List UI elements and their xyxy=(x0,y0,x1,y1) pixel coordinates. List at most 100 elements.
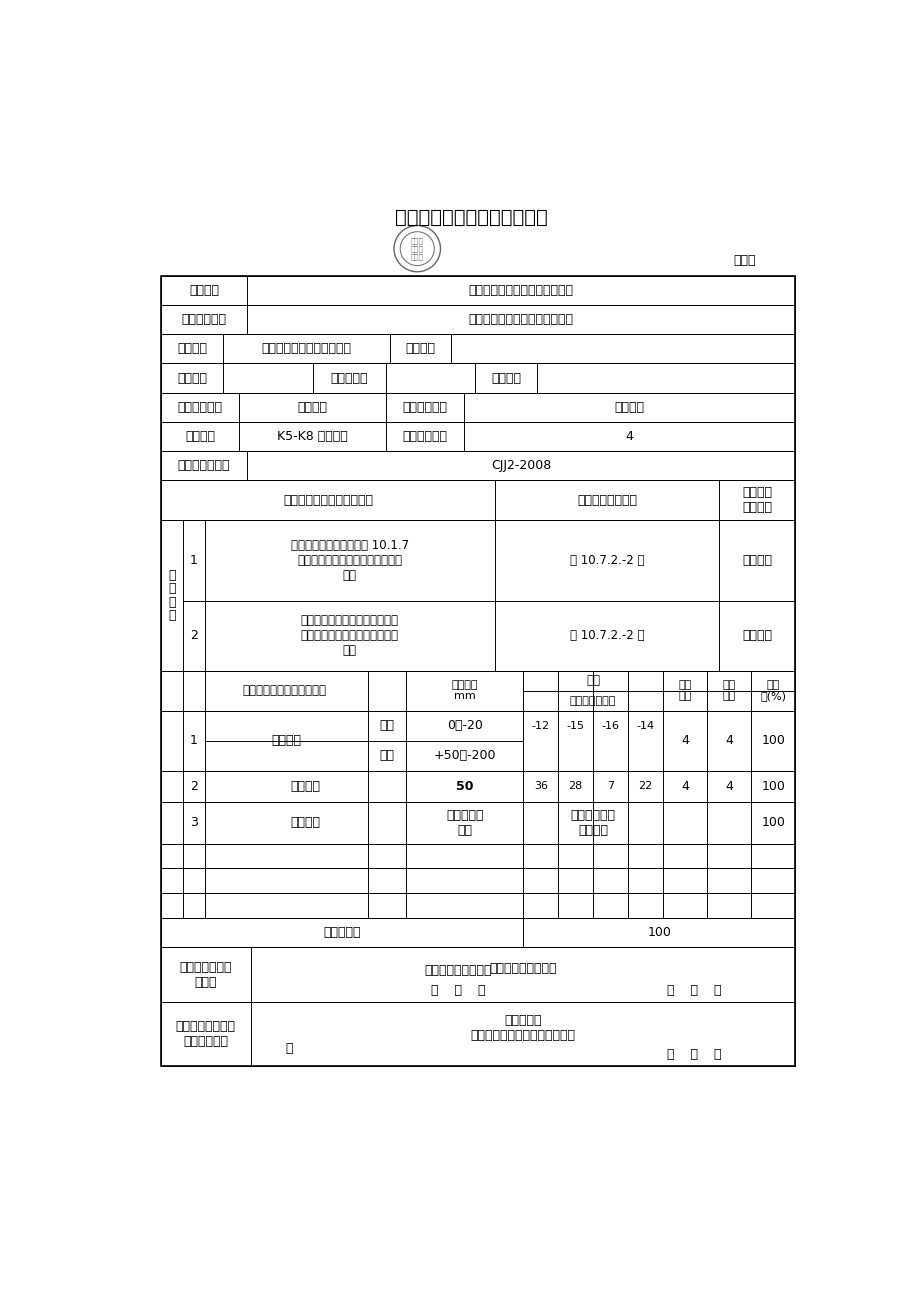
Bar xyxy=(162,947,795,1003)
Text: 城管局: 城管局 xyxy=(411,245,423,253)
Text: 单位工程名称: 单位工程名称 xyxy=(181,312,226,326)
Text: 施工与质量验收规范的规定: 施工与质量验收规范的规定 xyxy=(242,684,325,697)
Text: 4: 4 xyxy=(724,780,732,793)
Text: 28: 28 xyxy=(568,781,583,792)
Bar xyxy=(162,802,795,844)
Text: 主要工程数量: 主要工程数量 xyxy=(403,430,447,443)
Text: 施工单位检查评
定结论: 施工单位检查评 定结论 xyxy=(179,961,232,988)
Text: 第 10.7.2.-2 条: 第 10.7.2.-2 条 xyxy=(569,555,643,568)
Text: 100: 100 xyxy=(761,816,785,829)
Text: 4: 4 xyxy=(724,734,732,747)
Text: 允许偏差
mm: 允许偏差 mm xyxy=(451,680,478,702)
Bar xyxy=(162,711,795,771)
Text: 分包单位: 分包单位 xyxy=(405,342,435,355)
Bar xyxy=(162,305,795,335)
Text: -12: -12 xyxy=(531,720,550,730)
Text: 编号：: 编号： xyxy=(732,254,755,267)
Text: 22: 22 xyxy=(638,781,652,792)
Bar xyxy=(162,918,795,947)
Text: 监理单位
验收记录: 监理单位 验收记录 xyxy=(742,487,772,514)
Text: 年    月    日: 年 月 日 xyxy=(666,1048,721,1061)
Bar xyxy=(162,771,795,802)
Text: 平均合格率: 平均合格率 xyxy=(323,926,361,939)
Text: 地基承载力应按本范本第 10.1.7
条规定进行检验，确认符合设计要
求。: 地基承载力应按本范本第 10.1.7 条规定进行检验，确认符合设计要 求。 xyxy=(290,539,408,582)
Bar xyxy=(162,393,795,422)
Text: 项目专业技术负责人: 项目专业技术负责人 xyxy=(489,962,556,975)
Text: 分项工程名称: 分项工程名称 xyxy=(403,401,447,414)
Text: CJJ2-2008: CJJ2-2008 xyxy=(491,460,550,473)
Text: 4: 4 xyxy=(680,734,688,747)
Text: 4: 4 xyxy=(625,430,633,443)
Text: 4: 4 xyxy=(680,780,688,793)
Text: 36: 36 xyxy=(533,781,548,792)
Text: 不小于设计
规定: 不小于设计 规定 xyxy=(446,809,483,837)
Text: ）: ） xyxy=(285,1042,293,1055)
Text: 基高工程: 基高工程 xyxy=(271,734,301,747)
Text: 100: 100 xyxy=(761,734,785,747)
Text: 第 10.7.2.-2 条: 第 10.7.2.-2 条 xyxy=(569,629,643,642)
Text: 2: 2 xyxy=(190,629,198,642)
Text: +50，-200: +50，-200 xyxy=(433,749,495,762)
Text: -14: -14 xyxy=(636,720,653,730)
Text: 100: 100 xyxy=(647,926,671,939)
Text: 陕西堡垒装饰工程有限公司: 陕西堡垒装饰工程有限公司 xyxy=(262,342,351,355)
Text: 控: 控 xyxy=(168,582,176,595)
Bar xyxy=(162,480,795,521)
Text: 验收规范及图号: 验收规范及图号 xyxy=(177,460,230,473)
Text: -16: -16 xyxy=(601,720,618,730)
Text: 基坑尺寸: 基坑尺寸 xyxy=(290,816,321,829)
Text: 工程名称: 工程名称 xyxy=(189,284,219,297)
Bar xyxy=(162,893,795,918)
Text: 100: 100 xyxy=(761,780,785,793)
Text: 专用章: 专用章 xyxy=(411,253,423,259)
Text: 实测: 实测 xyxy=(585,674,599,687)
Text: 技术负责人: 技术负责人 xyxy=(330,371,368,384)
Text: 路灯基础: 路灯基础 xyxy=(614,401,644,414)
Text: 0，-20: 0，-20 xyxy=(447,719,482,732)
Text: 监理（建设）单位
检查评定结论: 监理（建设）单位 检查评定结论 xyxy=(176,1019,235,1048)
Text: 1: 1 xyxy=(190,555,198,568)
Text: 符合要求: 符合要求 xyxy=(742,629,772,642)
Bar xyxy=(162,868,795,893)
Text: 项目经理: 项目经理 xyxy=(177,371,208,384)
Text: 3: 3 xyxy=(190,816,198,829)
Text: 分部工程名称: 分部工程名称 xyxy=(177,401,222,414)
Bar xyxy=(162,452,795,480)
Text: 应侧
点数: 应侧 点数 xyxy=(677,680,691,702)
Bar xyxy=(162,335,795,363)
Bar xyxy=(162,844,795,868)
Text: 验收部位: 验收部位 xyxy=(185,430,215,443)
Text: 施工单位: 施工单位 xyxy=(177,342,208,355)
Text: 主: 主 xyxy=(168,569,176,582)
Text: 年    月    日: 年 月 日 xyxy=(430,984,484,997)
Text: 项目专业技术负责人: 项目专业技术负责人 xyxy=(424,963,491,976)
Text: 年    月    日: 年 月 日 xyxy=(666,984,721,997)
Bar xyxy=(162,276,795,305)
Text: 项: 项 xyxy=(168,595,176,608)
Bar xyxy=(162,671,795,711)
Text: 合格
点数: 合格 点数 xyxy=(721,680,735,702)
Text: 山阳县板岩镇安门口村亮化工程: 山阳县板岩镇安门口村亮化工程 xyxy=(468,284,573,297)
Bar xyxy=(162,1003,795,1065)
Text: 施工与质量验收规范的规定: 施工与质量验收规范的规定 xyxy=(283,493,373,506)
Text: 符合要求: 符合要求 xyxy=(742,555,772,568)
Text: 地基处理应符合专项处理方案要
求，处理后的地基必须满足设计
要求: 地基处理应符合专项处理方案要 求，处理后的地基必须满足设计 要求 xyxy=(301,615,399,658)
Text: 施工单位验收记录: 施工单位验收记录 xyxy=(576,493,637,506)
Text: 轴线偏位: 轴线偏位 xyxy=(290,780,321,793)
Text: 2: 2 xyxy=(190,780,198,793)
Text: 亮化工程: 亮化工程 xyxy=(298,401,327,414)
Text: K5-K8 基坑开挖: K5-K8 基坑开挖 xyxy=(277,430,347,443)
Bar xyxy=(162,422,795,452)
Text: 石方: 石方 xyxy=(380,749,394,762)
Text: 监理工程师: 监理工程师 xyxy=(504,1014,541,1027)
Bar xyxy=(162,276,795,1065)
Text: 基坑尺寸符合
设计要求: 基坑尺寸符合 设计要求 xyxy=(570,809,615,837)
Text: 目: 目 xyxy=(168,608,176,621)
Text: 合格
率(%): 合格 率(%) xyxy=(759,680,786,702)
Bar xyxy=(162,363,795,393)
Text: 鄠邑区: 鄠邑区 xyxy=(411,238,423,245)
Text: 偏差值或实测值: 偏差值或实测值 xyxy=(570,695,616,706)
Text: 基坑开挖检验批质量检验记录: 基坑开挖检验批质量检验记录 xyxy=(394,208,548,228)
Text: （建设单位项目专业技术负责人: （建设单位项目专业技术负责人 xyxy=(470,1030,575,1043)
Text: 土方: 土方 xyxy=(380,719,394,732)
